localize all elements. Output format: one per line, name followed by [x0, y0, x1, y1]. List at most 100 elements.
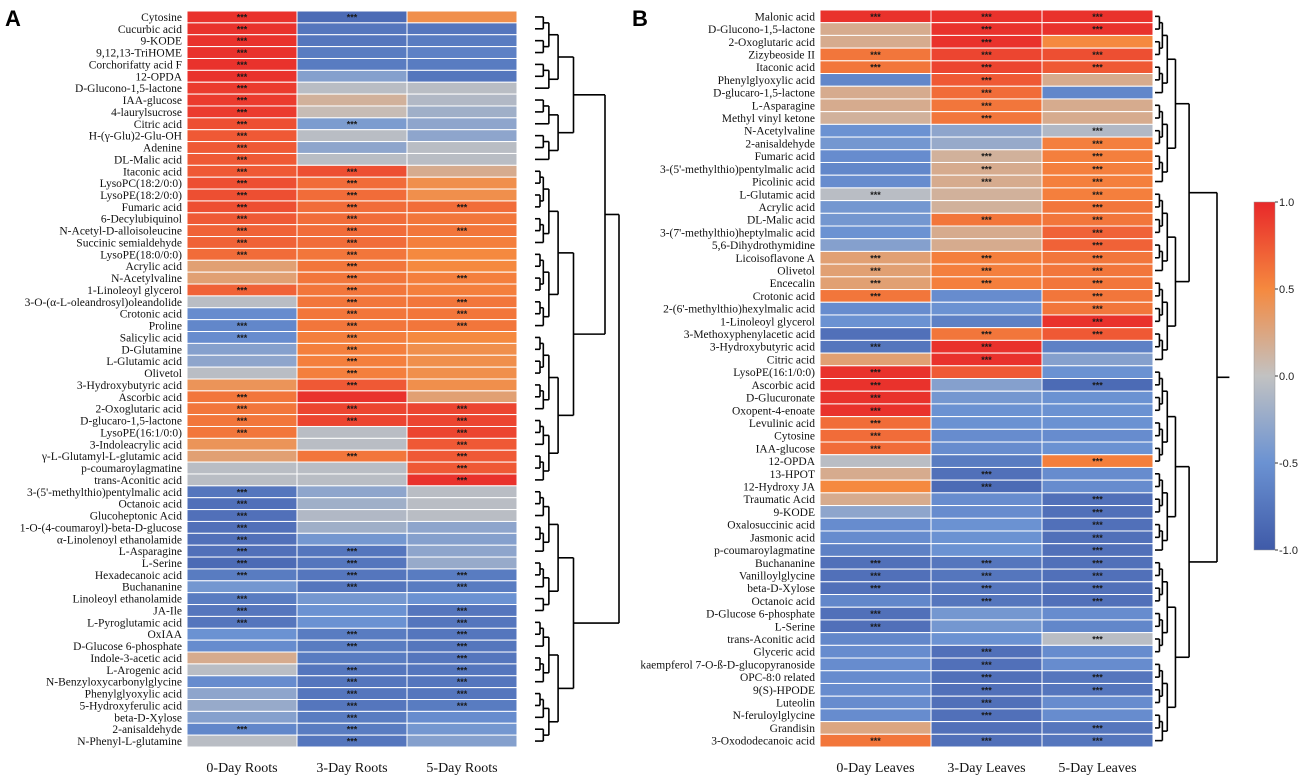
panel-a-significance-mark: ***	[457, 274, 468, 284]
panel-b-cell	[819, 161, 932, 176]
panel-b-cell	[1041, 479, 1154, 494]
panel-a-significance-mark: ***	[237, 523, 248, 533]
panel-a-cell	[186, 449, 298, 463]
panel-a-cell	[186, 366, 298, 380]
panel-a-significance-mark: ***	[237, 12, 248, 22]
panel-a-significance-mark: ***	[237, 84, 248, 94]
panel-a-significance-mark: ***	[347, 321, 358, 331]
panel-a-significance-mark: ***	[347, 369, 358, 379]
panel-a-row-label: N-Benzyloxycarbonylglycine	[46, 677, 182, 689]
panel-a-significance-mark: ***	[347, 380, 358, 390]
panel-a-cell	[296, 93, 408, 107]
panel-b-significance-mark: ***	[1092, 546, 1103, 556]
panel-a-row-label: Cucurbic acid	[118, 24, 182, 36]
panel-b-label: B	[632, 6, 648, 31]
panel-a-significance-mark: ***	[457, 653, 468, 663]
panel-a-cell	[296, 532, 408, 546]
panel-a-significance-mark: ***	[457, 309, 468, 319]
panel-b-significance-mark: ***	[981, 152, 992, 162]
panel-a-row-label: H-(γ-Glu)2-Glu-OH	[89, 131, 182, 143]
panel-b-significance-mark: ***	[870, 431, 881, 441]
panel-a-cell	[406, 390, 518, 404]
panel-a-cell	[296, 461, 408, 475]
panel-a-cell	[186, 461, 298, 475]
panel-a-significance-mark: ***	[457, 630, 468, 640]
panel-b-cell	[930, 403, 1043, 418]
panel-b-cell	[1041, 111, 1154, 125]
panel-a-row-label: 1-Linoleoyl glycerol	[87, 285, 182, 297]
panel-a-cell	[296, 485, 408, 499]
panel-b-column-label: 0-Day Leaves	[836, 761, 914, 776]
panel-b-cell	[819, 708, 932, 723]
panel-b-significance-mark: ***	[1092, 571, 1103, 581]
panel-b-row-label: 5,6-Dihydrothymidine	[712, 240, 815, 252]
panel-b-row-label: 3-Methoxyphenylacetic acid	[684, 329, 815, 341]
panel-a-row-label: OxIAA	[148, 629, 183, 641]
panel-a-row-label: Indole-3-acetic acid	[90, 653, 182, 665]
panel-b-row-label: beta-D-Xylose	[747, 583, 815, 595]
panel-a-significance-mark: ***	[347, 226, 358, 236]
panel-a-significance-mark: ***	[347, 333, 358, 343]
panel-a-significance-mark: ***	[457, 202, 468, 212]
panel-a-cell	[406, 188, 518, 202]
panel-a-row-label: D-Glucono-1,5-lactone	[75, 83, 182, 95]
panel-a-cell	[406, 247, 518, 261]
panel-b-cell	[930, 314, 1043, 329]
panel-b-row-label: Citric acid	[767, 354, 815, 366]
colorbar-tick-label: -0.5	[1279, 458, 1298, 470]
panel-a-row-label: Cytosine	[141, 12, 182, 24]
panel-a-significance-mark: ***	[237, 333, 248, 343]
panel-a-row-label: D-Glucose 6-phosphate	[73, 641, 182, 653]
panel-a-row-label: 2-anisaldehyde	[112, 724, 182, 736]
panel-a-row-label: LysoPC(18:2/0:0)	[100, 178, 183, 190]
panel-b-significance-mark: ***	[981, 88, 992, 98]
panel-a-row-label: Hexadecanoic acid	[95, 570, 182, 582]
panel-b-cell	[930, 530, 1043, 545]
panel-b-row-label: LysoPE(16:1/0:0)	[733, 367, 815, 379]
panel-a-row-label: 3-Hydroxybutyric acid	[77, 380, 182, 392]
panel-b-cell	[1041, 416, 1154, 430]
panel-b-significance-mark: ***	[870, 342, 881, 352]
panel-a-row-label: Buchananine	[122, 582, 182, 594]
panel-b-significance-mark: ***	[981, 342, 992, 352]
panel-b-significance-mark: ***	[1092, 228, 1103, 238]
panel-b-significance-mark: ***	[870, 393, 881, 403]
panel-a-significance-mark: ***	[237, 606, 248, 616]
panel-b-significance-mark: ***	[1092, 279, 1103, 289]
panel-b-cell	[819, 149, 932, 163]
panel-a-row-label: Succinic semialdehyde	[76, 237, 182, 249]
panel-b-significance-mark: ***	[870, 291, 881, 301]
panel-a-significance-mark: ***	[237, 238, 248, 248]
panel-b-significance-mark: ***	[981, 660, 992, 670]
panel-a-significance-mark: ***	[457, 297, 468, 307]
panel-b-cell	[819, 594, 932, 608]
panel-a-significance-mark: ***	[347, 416, 358, 426]
panel-a-cell	[296, 473, 408, 487]
panel-a-cell	[406, 366, 518, 380]
panel-b-significance-mark: ***	[870, 50, 881, 60]
panel-b-significance-mark: ***	[1092, 457, 1103, 467]
panel-a-significance-mark: ***	[457, 642, 468, 652]
panel-b-cell	[930, 365, 1043, 379]
panel-a-row-label: D-Glutamine	[121, 344, 182, 356]
panel-b-cell	[819, 454, 932, 468]
panel-b-row-label: Ascorbic acid	[751, 380, 815, 392]
panel-a-row-label: 2-Oxoglutaric acid	[95, 404, 182, 416]
panel-b-significance-mark: ***	[981, 711, 992, 721]
panel-b-significance-mark: ***	[981, 12, 992, 22]
panel-a-cell	[296, 615, 408, 629]
colorbar	[1253, 201, 1276, 551]
panel-a-cell	[296, 437, 408, 451]
panel-a-significance-mark: ***	[237, 547, 248, 557]
panel-a-cell	[406, 520, 518, 534]
panel-b-significance-mark: ***	[981, 63, 992, 73]
panel-a-row-label: L-Serine	[142, 558, 182, 570]
panel-b-significance-mark: ***	[870, 584, 881, 594]
panel-a-significance-mark: ***	[347, 677, 358, 687]
panel-a-significance-mark: ***	[237, 107, 248, 117]
panel-b-row-label: 13-HPOT	[770, 469, 815, 481]
panel-b-significance-mark: ***	[1092, 126, 1103, 136]
panel-a-row-label: L-Glutamic acid	[106, 356, 182, 368]
panel-a-cell	[296, 57, 408, 71]
panel-b-row-label: 2-Oxoglutaric acid	[728, 37, 815, 49]
